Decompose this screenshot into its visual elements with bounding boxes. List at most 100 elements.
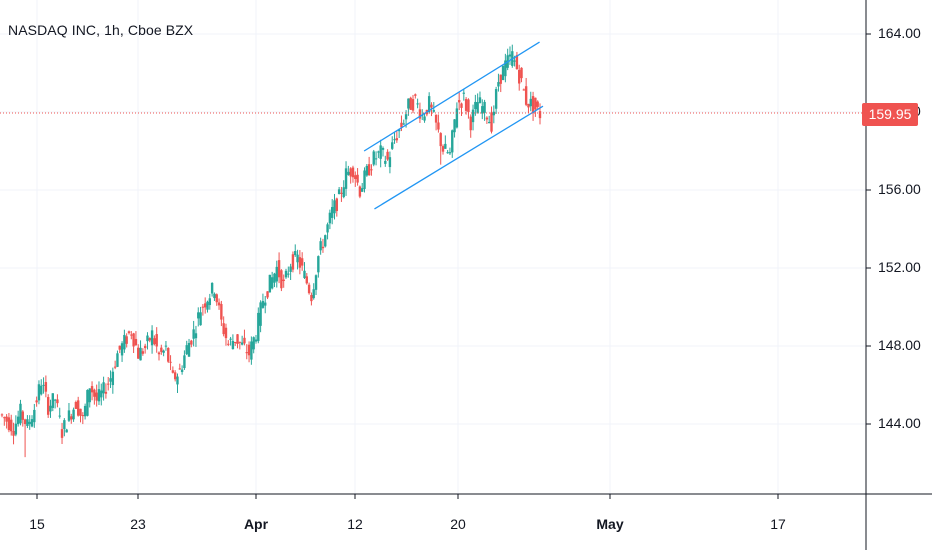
candle-body: [349, 168, 352, 177]
candle-body: [70, 416, 73, 420]
candle-body: [74, 402, 78, 409]
candle-body: [0, 414, 4, 416]
candle-body: [37, 384, 41, 401]
candle-body: [5, 416, 8, 422]
x-tick-label: 12: [347, 516, 363, 532]
candle-body: [305, 276, 308, 284]
candle-body: [125, 336, 128, 344]
candle-body: [497, 82, 500, 87]
candle-body: [356, 174, 359, 183]
candle-body: [130, 334, 133, 336]
x-tick-label: 17: [770, 516, 786, 532]
candle-body: [63, 420, 66, 429]
channel-upper-line: [363, 41, 540, 152]
candle-body: [483, 101, 486, 113]
candle-body: [3, 417, 6, 419]
candle-body: [111, 371, 115, 386]
candle-body: [423, 116, 426, 121]
candle-body: [298, 257, 302, 268]
candle-body: [118, 345, 121, 350]
candle-body: [109, 378, 112, 382]
candle-body: [296, 254, 299, 263]
candle-body: [192, 329, 195, 339]
candle-body: [46, 397, 50, 415]
candle-body: [268, 274, 272, 293]
candle-body: [388, 157, 392, 168]
candle-body: [252, 337, 255, 350]
candle-body: [254, 339, 258, 342]
candle-body: [351, 167, 355, 178]
candle-body: [157, 352, 161, 355]
candle-body: [372, 151, 375, 165]
candle-body: [201, 306, 205, 308]
candle-body: [441, 146, 445, 152]
candle-body: [354, 175, 357, 180]
candle-body: [250, 341, 253, 360]
candle-body: [33, 409, 36, 423]
candle-body: [337, 189, 341, 194]
candle-body: [414, 94, 417, 96]
candle-body: [492, 111, 496, 116]
candle-body: [86, 390, 89, 416]
candle-body: [319, 241, 322, 251]
channel-lower-line: [374, 105, 544, 210]
candle-body: [324, 235, 327, 247]
y-tick-label: 164.00: [878, 25, 921, 41]
candle-body: [194, 333, 198, 339]
candle-body: [245, 352, 248, 354]
candle-body: [344, 168, 348, 189]
candle-body: [434, 114, 438, 123]
candle-body: [427, 96, 431, 113]
candle-body: [224, 327, 228, 339]
x-tick-label: 23: [130, 516, 146, 532]
candle-body: [208, 298, 212, 306]
candle-body: [335, 198, 339, 212]
candle-body: [236, 334, 239, 344]
candle-body: [513, 60, 516, 62]
candle-body: [270, 277, 274, 289]
y-tick-label: 144.00: [878, 415, 921, 431]
candle-body: [284, 270, 288, 278]
candle-body: [416, 103, 419, 105]
candle-body: [14, 423, 18, 435]
candle-body: [100, 390, 103, 398]
candle-body: [432, 110, 435, 112]
candle-body: [88, 388, 91, 403]
candle-body: [531, 96, 535, 114]
candle-body: [455, 108, 459, 128]
candle-body: [187, 342, 191, 357]
candle-body: [79, 408, 82, 416]
candle-body: [53, 399, 57, 401]
candle-body: [261, 301, 265, 308]
candle-body: [146, 335, 149, 342]
candle-body: [169, 361, 172, 363]
candle-body: [363, 170, 366, 189]
candle-body: [275, 266, 278, 282]
candle-body: [462, 92, 466, 94]
candle-body: [457, 100, 461, 103]
x-tick-label: 15: [29, 516, 45, 532]
candle-body: [342, 187, 345, 198]
candle-body: [238, 341, 242, 343]
candle-body: [90, 386, 94, 393]
candle-body: [35, 400, 38, 403]
candle-body: [203, 303, 207, 308]
candle-body: [227, 343, 230, 345]
candle-body: [143, 345, 147, 349]
candle-body: [19, 403, 22, 424]
candle-body: [474, 101, 477, 110]
trend-channel: [363, 41, 544, 210]
candle-body: [266, 291, 269, 298]
candle-body: [347, 171, 350, 175]
candle-body: [210, 282, 214, 294]
candle-body: [527, 103, 530, 108]
candle-body: [60, 429, 64, 438]
candle-body: [317, 256, 320, 273]
candle-body: [76, 400, 80, 416]
candle-body: [365, 165, 369, 176]
candle-body: [148, 338, 151, 341]
candle-body: [134, 338, 138, 346]
candle-body: [44, 382, 48, 392]
